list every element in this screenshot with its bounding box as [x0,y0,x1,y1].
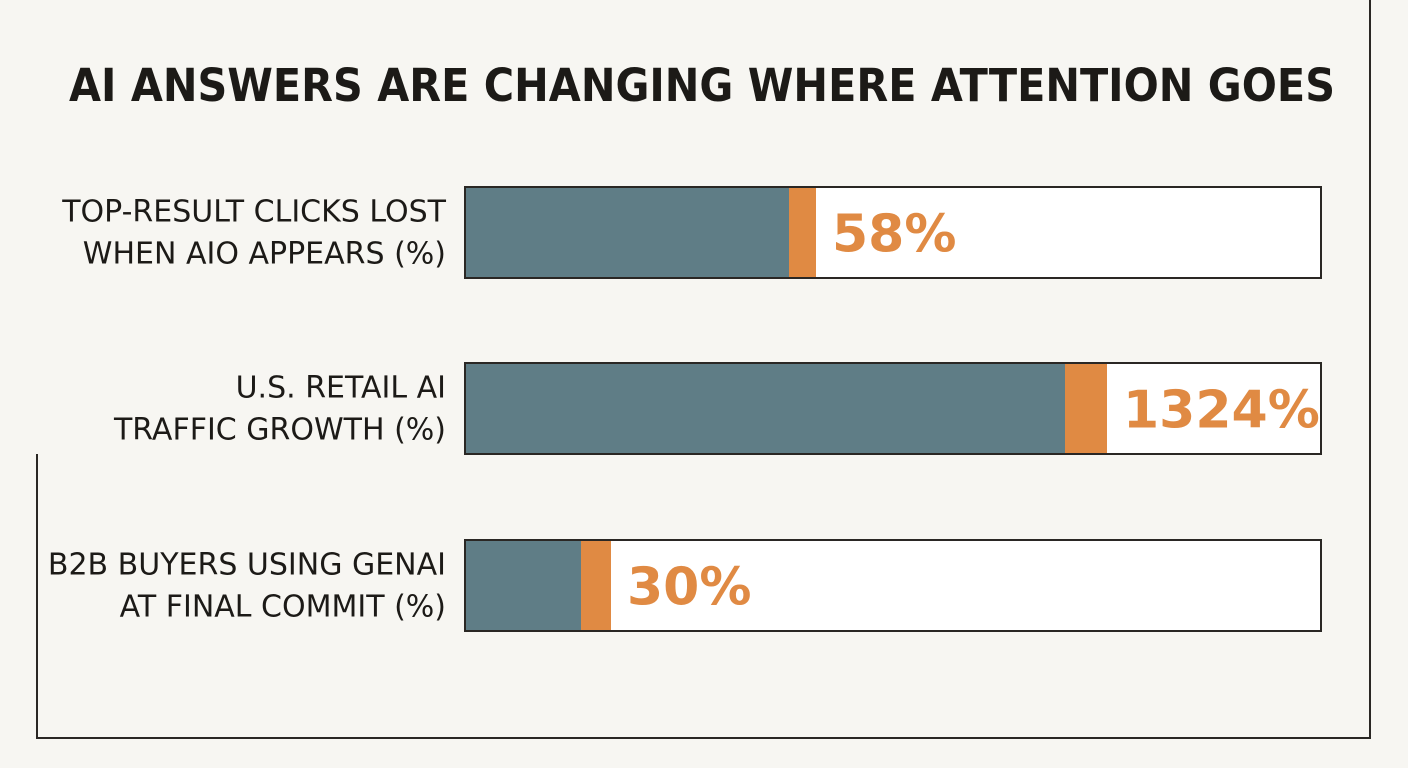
bars-group: 58% TOP-RESULT CLICKS LOST WHEN AIO APPEAR… [48,186,1322,632]
chart-title: AI ANSWERS ARE CHANGING WHERE ATTENTION … [69,59,1335,112]
bar [466,364,1065,453]
chart-frame [36,0,1371,739]
bar-accent-cap [789,188,816,277]
value-label: 30% [627,558,751,618]
value-label: 58% [832,205,956,265]
category-label: TOP-RESULT CLICKS LOST [61,195,446,230]
bar [466,541,581,630]
category-label: TRAFFIC GROWTH (%) [113,413,446,448]
bar [466,188,789,277]
value-label: 1324% [1123,381,1320,441]
category-label: AT FINAL COMMIT (%) [120,590,446,625]
bar-accent-cap [581,541,611,630]
bar-accent-cap [1065,364,1107,453]
category-label: WHEN AIO APPEARS (%) [83,237,446,272]
category-label: U.S. RETAIL AI [236,371,446,406]
category-label: B2B BUYERS USING GENAI [48,548,446,583]
